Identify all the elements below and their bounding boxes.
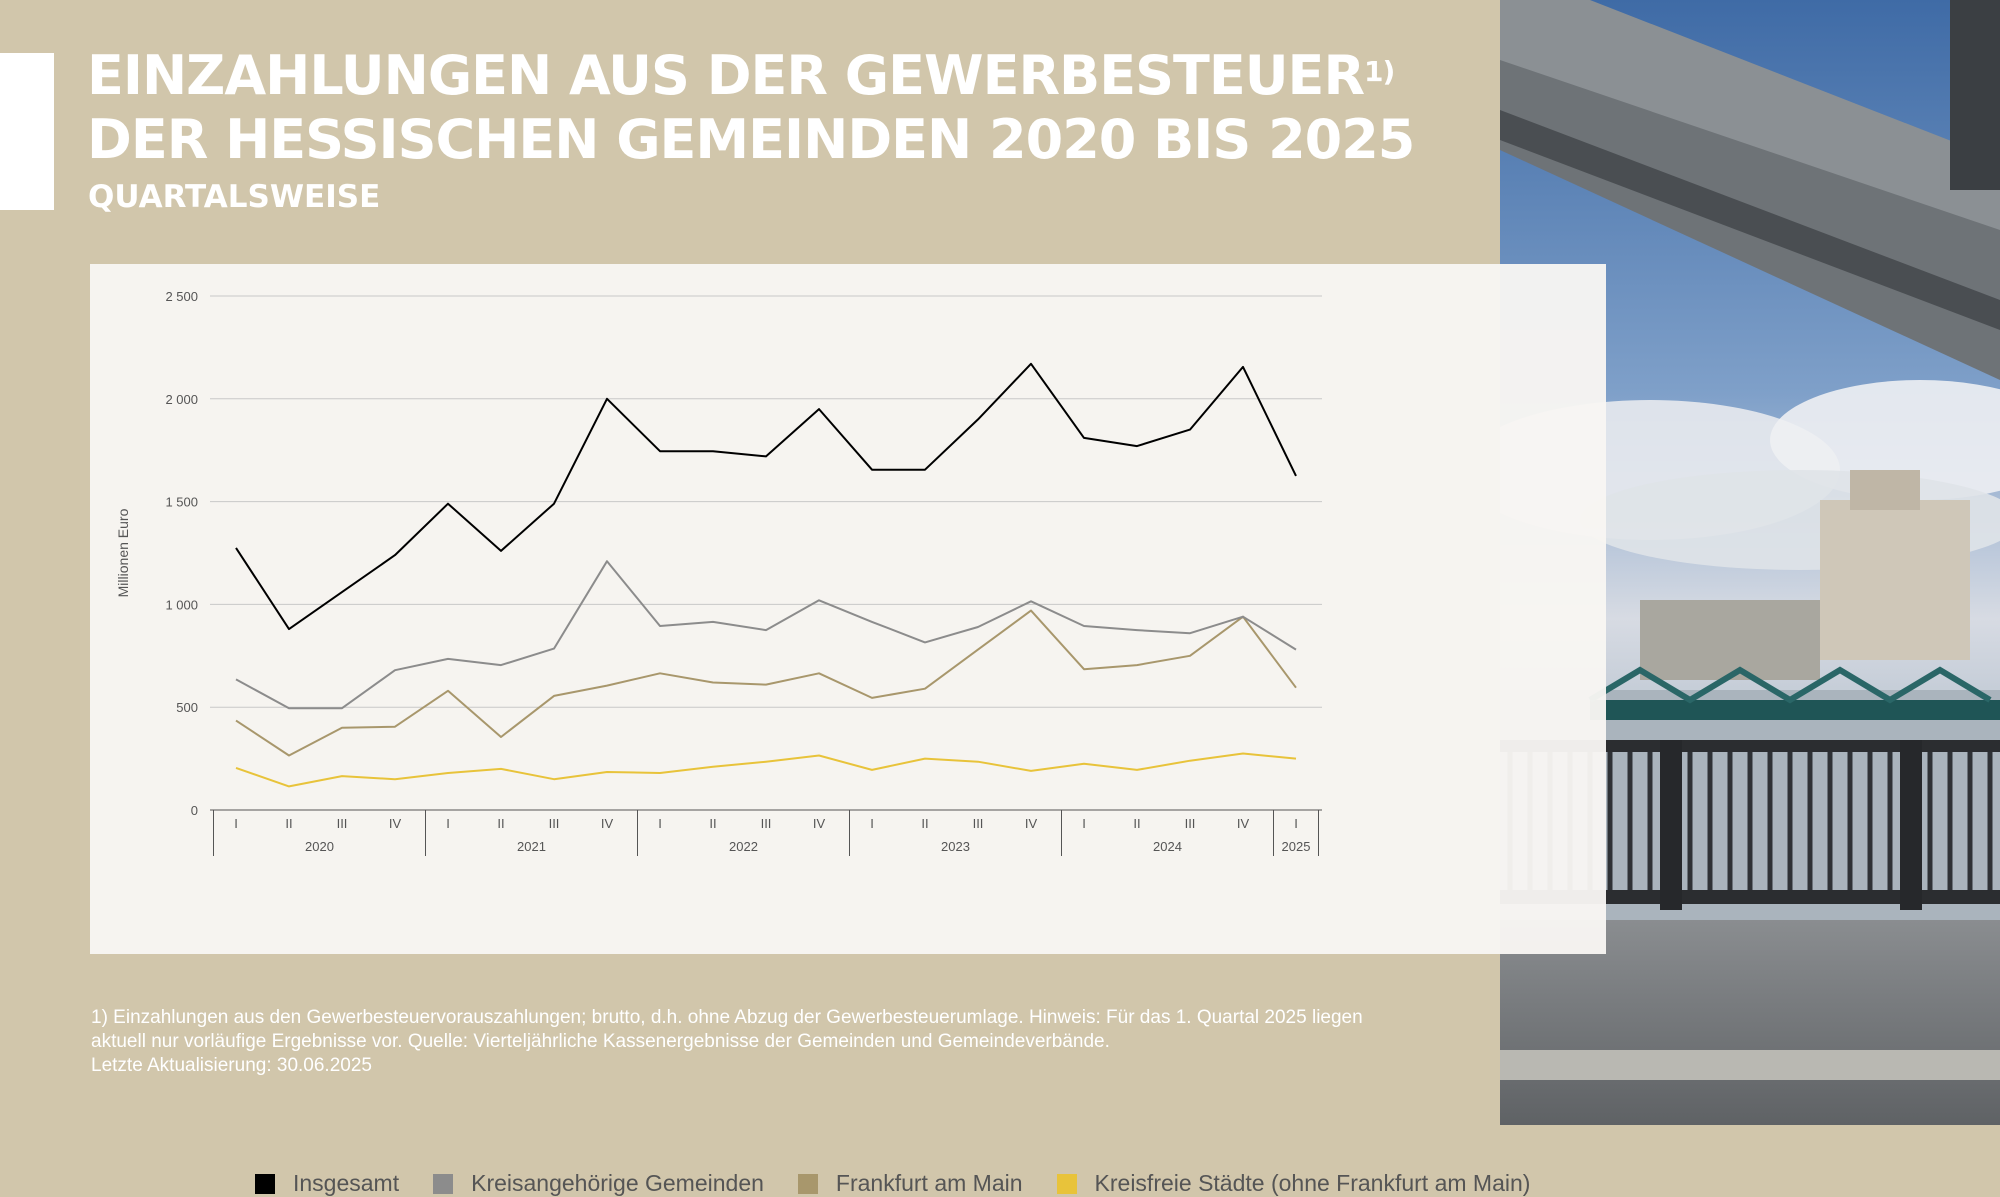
x-tick-label: IV (389, 816, 402, 831)
footnote-line-3: Letzte Aktualisierung: 30.06.2025 (91, 1055, 372, 1076)
year-label: 2021 (517, 839, 546, 854)
year-label: 2022 (729, 839, 758, 854)
x-tick-label: III (1185, 816, 1196, 831)
legend-swatch (433, 1173, 454, 1194)
series-line-insgesamt (235, 362, 1297, 631)
legend-item: Frankfurt am Main (797, 1170, 1023, 1197)
page-subtitle: QUARTALSWEISE (88, 179, 381, 215)
legend-item: Insgesamt (255, 1170, 399, 1197)
y-tick-label: 500 (176, 700, 198, 715)
legend-swatch (255, 1173, 275, 1194)
chart-legend: Insgesamt Kreisangehörige Gemeinden Frankf… (255, 1170, 1564, 1197)
x-tick-label: I (1294, 816, 1298, 831)
legend-swatch (1056, 1173, 1077, 1194)
x-tick-label: I (658, 816, 662, 831)
year-label: 2025 (1282, 839, 1311, 854)
x-tick-label: III (973, 816, 984, 831)
x-tick-label: III (337, 816, 348, 831)
title-footnote-mark: 1) (1364, 55, 1395, 88)
x-tick-label: IV (601, 816, 614, 831)
x-tick-label: II (921, 816, 928, 831)
x-tick-label: IV (1025, 816, 1038, 831)
year-label: 2024 (1153, 839, 1182, 854)
title-line-2: DER HESSISCHEN GEMEINDEN 2020 BIS 2025 (87, 108, 1415, 171)
legend-label: Insgesamt (293, 1170, 400, 1196)
x-tick-label: I (234, 816, 238, 831)
series-line-kreisangehörige-gemeinden (235, 560, 1297, 710)
y-tick-label: 2 500 (165, 289, 198, 304)
footnote: 1) Einzahlungen aus den Gewerbesteuervor… (91, 1006, 1471, 1078)
x-tick-label: II (709, 816, 716, 831)
y-axis-label: Millionen Euro (115, 508, 131, 597)
footnote-line-2: aktuell nur vorläufige Ergebnisse vor. Q… (91, 1031, 1110, 1052)
y-tick-label: 1 500 (165, 495, 198, 510)
x-tick-label: III (549, 816, 560, 831)
series-line-frankfurt-am-main (235, 609, 1297, 757)
x-tick-label: I (446, 816, 450, 831)
x-tick-label: IV (813, 816, 826, 831)
year-label: 2020 (305, 839, 334, 854)
y-tick-label: 1 000 (165, 597, 198, 612)
page-title: EINZAHLUNGEN AUS DER GEWERBESTEUER1) DER… (87, 44, 1415, 172)
white-accent-tab (0, 53, 54, 210)
x-tick-label: I (870, 816, 874, 831)
x-tick-label: IV (1237, 816, 1250, 831)
chart-panel: 0 500 1 000 1 500 2 000 2 500 Millionen Euro I I… (90, 264, 1606, 1196)
legend-label: Frankfurt am Main (835, 1170, 1023, 1196)
series-line-kreisfreie-städte-ohne-frankfurt-am-main (235, 752, 1297, 788)
legend-swatch (797, 1173, 818, 1194)
x-tick-label: I (1082, 816, 1086, 831)
year-label: 2023 (941, 839, 970, 854)
footnote-line-1: 1) Einzahlungen aus den Gewerbesteuervor… (91, 1007, 1363, 1028)
legend-label: Kreisangehörige Gemeinden (471, 1170, 764, 1196)
legend-label: Kreisfreie Städte (ohne Frankfurt am Mai… (1094, 1170, 1531, 1196)
title-line-1: EINZAHLUNGEN AUS DER GEWERBESTEUER (87, 44, 1365, 107)
legend-item: Kreisfreie Städte (ohne Frankfurt am Mai… (1056, 1170, 1531, 1197)
legend-item: Kreisangehörige Gemeinden (433, 1170, 764, 1197)
y-tick-label: 2 000 (165, 392, 198, 407)
x-tick-label: II (285, 816, 292, 831)
x-tick-label: II (497, 816, 504, 831)
y-tick-label: 0 (191, 803, 198, 818)
x-tick-label: III (761, 816, 772, 831)
x-tick-label: II (1133, 816, 1140, 831)
